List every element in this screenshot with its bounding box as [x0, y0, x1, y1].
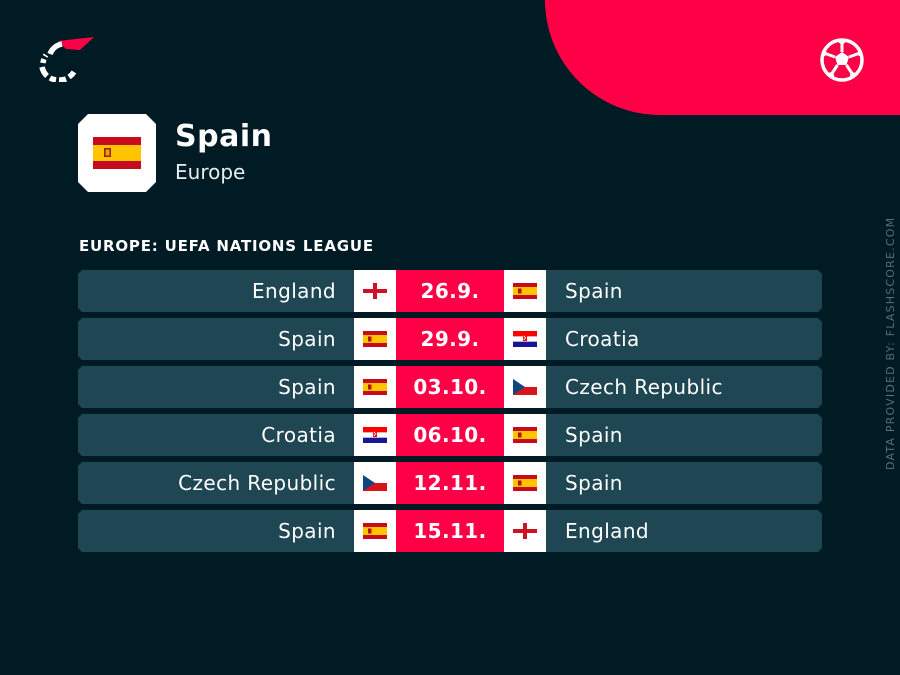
spain-flag-icon — [93, 137, 141, 169]
home-team: Spain — [278, 375, 336, 399]
match-row[interactable]: Spain 15.11. England — [78, 510, 822, 552]
fixtures-list: England 26.9. Spain Spain 29.9. Croatia … — [78, 270, 822, 558]
away-team: Croatia — [565, 327, 640, 351]
away-team: Spain — [565, 423, 623, 447]
team-badge — [78, 114, 156, 192]
spain-flag-icon — [504, 270, 546, 312]
flashscore-logo-icon — [36, 36, 96, 82]
england-flag-icon — [504, 510, 546, 552]
football-icon — [819, 37, 865, 83]
spain-flag-icon — [504, 414, 546, 456]
czech-flag-icon — [504, 366, 546, 408]
spain-flag-icon — [354, 318, 396, 360]
spain-flag-icon — [354, 366, 396, 408]
czech-flag-icon — [354, 462, 396, 504]
home-team: Czech Republic — [178, 471, 336, 495]
data-credit: DATA PROVIDED BY: FLASHSCORE.COM — [884, 216, 897, 470]
spain-flag-icon — [504, 462, 546, 504]
match-date: 29.9. — [396, 318, 504, 360]
match-date: 03.10. — [396, 366, 504, 408]
croatia-flag-icon — [354, 414, 396, 456]
match-date: 15.11. — [396, 510, 504, 552]
match-date: 06.10. — [396, 414, 504, 456]
away-team: Czech Republic — [565, 375, 723, 399]
england-flag-icon — [354, 270, 396, 312]
spain-flag-icon — [354, 510, 396, 552]
match-row[interactable]: Croatia 06.10. Spain — [78, 414, 822, 456]
match-date: 12.11. — [396, 462, 504, 504]
competition-title: EUROPE: UEFA NATIONS LEAGUE — [79, 237, 374, 255]
home-team: England — [252, 279, 336, 303]
away-team: Spain — [565, 471, 623, 495]
away-team: Spain — [565, 279, 623, 303]
croatia-flag-icon — [504, 318, 546, 360]
team-region: Europe — [175, 160, 246, 184]
match-row[interactable]: Spain 29.9. Croatia — [78, 318, 822, 360]
team-name: Spain — [175, 119, 273, 154]
home-team: Spain — [278, 327, 336, 351]
match-date: 26.9. — [396, 270, 504, 312]
match-row[interactable]: England 26.9. Spain — [78, 270, 822, 312]
match-row[interactable]: Czech Republic 12.11. Spain — [78, 462, 822, 504]
home-team: Spain — [278, 519, 336, 543]
match-row[interactable]: Spain 03.10. Czech Republic — [78, 366, 822, 408]
home-team: Croatia — [261, 423, 336, 447]
away-team: England — [565, 519, 649, 543]
